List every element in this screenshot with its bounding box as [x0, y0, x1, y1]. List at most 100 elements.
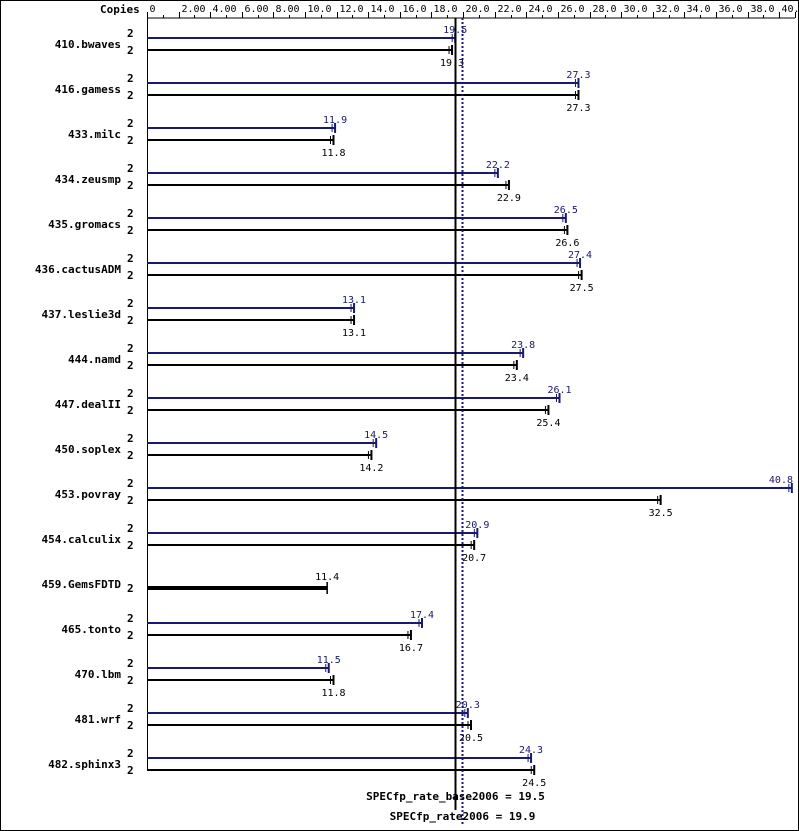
base-copies-label: 2: [127, 359, 134, 372]
x-tick-label: 30.0: [624, 4, 648, 15]
base-copies-label: 2: [127, 719, 134, 732]
peak-value-label: 27.3: [566, 70, 590, 81]
peak-value-label: 13.1: [342, 295, 366, 306]
peak-copies-label: 2: [127, 432, 134, 445]
benchmark-label: 434.zeusmp: [55, 173, 122, 186]
benchmark-label: 435.gromacs: [48, 218, 121, 231]
peak-copies-label: 2: [127, 27, 134, 40]
peak-value-label: 22.2: [486, 160, 510, 171]
base-copies-label: 2: [127, 224, 134, 237]
peak-copies-label: 2: [127, 657, 134, 670]
x-tick-label: 26.0: [561, 4, 585, 15]
x-tick-label: 38.0: [751, 4, 775, 15]
peak-copies-label: 2: [127, 207, 134, 220]
x-tick-label: 40.0: [782, 4, 799, 15]
base-value-label: 23.4: [505, 373, 529, 384]
x-tick-label: 8.00: [276, 4, 300, 15]
peak-copies-label: 2: [127, 297, 134, 310]
peak-copies-label: 2: [127, 162, 134, 175]
benchmark-label: 410.bwaves: [55, 38, 121, 51]
base-copies-label: 2: [127, 134, 134, 147]
peak-value-label: 20.3: [456, 700, 480, 711]
base-copies-label: 2: [127, 179, 134, 192]
base-value-label: 20.5: [459, 733, 483, 744]
base-value-label: 24.5: [522, 778, 546, 789]
peak-value-label: 40.8: [769, 475, 793, 486]
base-value-label: 20.7: [462, 553, 486, 564]
base-copies-label: 2: [127, 764, 134, 777]
peak-copies-label: 2: [127, 522, 134, 535]
copies-header: Copies: [100, 3, 140, 16]
peak-value-label: 11.5: [317, 655, 341, 666]
benchmark-label: 453.povray: [55, 488, 122, 501]
benchmark-label: 465.tonto: [61, 623, 121, 636]
base-value-label: 32.5: [649, 508, 673, 519]
peak-value-label: 11.9: [323, 115, 347, 126]
x-tick-label: 28.0: [593, 4, 617, 15]
peak-copies-label: 2: [127, 747, 134, 760]
base-value-label: 16.7: [399, 643, 423, 654]
benchmark-label: 416.gamess: [55, 83, 121, 96]
benchmark-label: 447.dealII: [55, 398, 121, 411]
x-tick-label: 20.0: [466, 4, 490, 15]
benchmark-label: 454.calculix: [42, 533, 122, 546]
base-value-label: 14.2: [359, 463, 383, 474]
x-tick-label: 10.0: [308, 4, 332, 15]
peak-value-label: 17.4: [410, 610, 434, 621]
base-copies-label: 2: [127, 269, 134, 282]
peak-reference-label: SPECfp_rate2006 = 19.9: [390, 810, 536, 823]
base-copies-label: 2: [127, 582, 134, 595]
peak-value-label: 26.5: [554, 205, 578, 216]
x-tick-label: 6.00: [245, 4, 269, 15]
base-value-label: 25.4: [536, 418, 560, 429]
base-copies-label: 2: [127, 539, 134, 552]
peak-copies-label: 2: [127, 72, 134, 85]
benchmark-label: 459.GemsFDTD: [42, 578, 122, 591]
base-value-label: 13.1: [342, 328, 366, 339]
peak-value-label: 27.4: [568, 250, 592, 261]
peak-copies-label: 2: [127, 477, 134, 490]
base-copies-label: 2: [127, 674, 134, 687]
peak-copies-label: 2: [127, 387, 134, 400]
x-tick-label: 18.0: [434, 4, 458, 15]
base-copies-label: 2: [127, 44, 134, 57]
benchmark-label: 482.sphinx3: [48, 758, 121, 771]
benchmark-label: 437.leslie3d: [42, 308, 121, 321]
base-reference-label: SPECfp_rate_base2006 = 19.5: [366, 790, 545, 803]
x-tick-label: 0: [150, 4, 156, 15]
benchmark-label: 481.wrf: [75, 713, 121, 726]
peak-value-label: 14.5: [364, 430, 388, 441]
x-tick-label: 32.0: [656, 4, 680, 15]
x-tick-label: 12.0: [340, 4, 364, 15]
x-tick-label: 24.0: [529, 4, 553, 15]
base-copies-label: 2: [127, 629, 134, 642]
x-tick-label: 34.0: [687, 4, 711, 15]
peak-value-label: 23.8: [511, 340, 535, 351]
base-value-label: 27.3: [566, 103, 590, 114]
peak-value-label: 26.1: [547, 385, 571, 396]
base-value-label: 11.8: [321, 688, 345, 699]
x-tick-label: 22.0: [498, 4, 522, 15]
base-copies-label: 2: [127, 494, 134, 507]
x-tick-label: 16.0: [403, 4, 427, 15]
peak-value-label: 20.9: [465, 520, 489, 531]
benchmark-label: 436.cactusADM: [35, 263, 121, 276]
peak-copies-label: 2: [127, 702, 134, 715]
x-tick-label: 36.0: [719, 4, 743, 15]
base-copies-label: 2: [127, 314, 134, 327]
peak-copies-label: 2: [127, 342, 134, 355]
base-copies-label: 2: [127, 89, 134, 102]
base-value-label: 26.6: [555, 238, 579, 249]
peak-value-label: 24.3: [519, 745, 543, 756]
x-tick-label: 4.00: [213, 4, 237, 15]
benchmark-label: 450.soplex: [55, 443, 122, 456]
base-copies-label: 2: [127, 449, 134, 462]
benchmark-label: 444.namd: [68, 353, 121, 366]
x-tick-label: 41.0: [798, 4, 799, 15]
base-value-label: 27.5: [570, 283, 594, 294]
benchmark-label: 433.milc: [68, 128, 121, 141]
peak-copies-label: 2: [127, 252, 134, 265]
x-tick-label: 14.0: [371, 4, 395, 15]
